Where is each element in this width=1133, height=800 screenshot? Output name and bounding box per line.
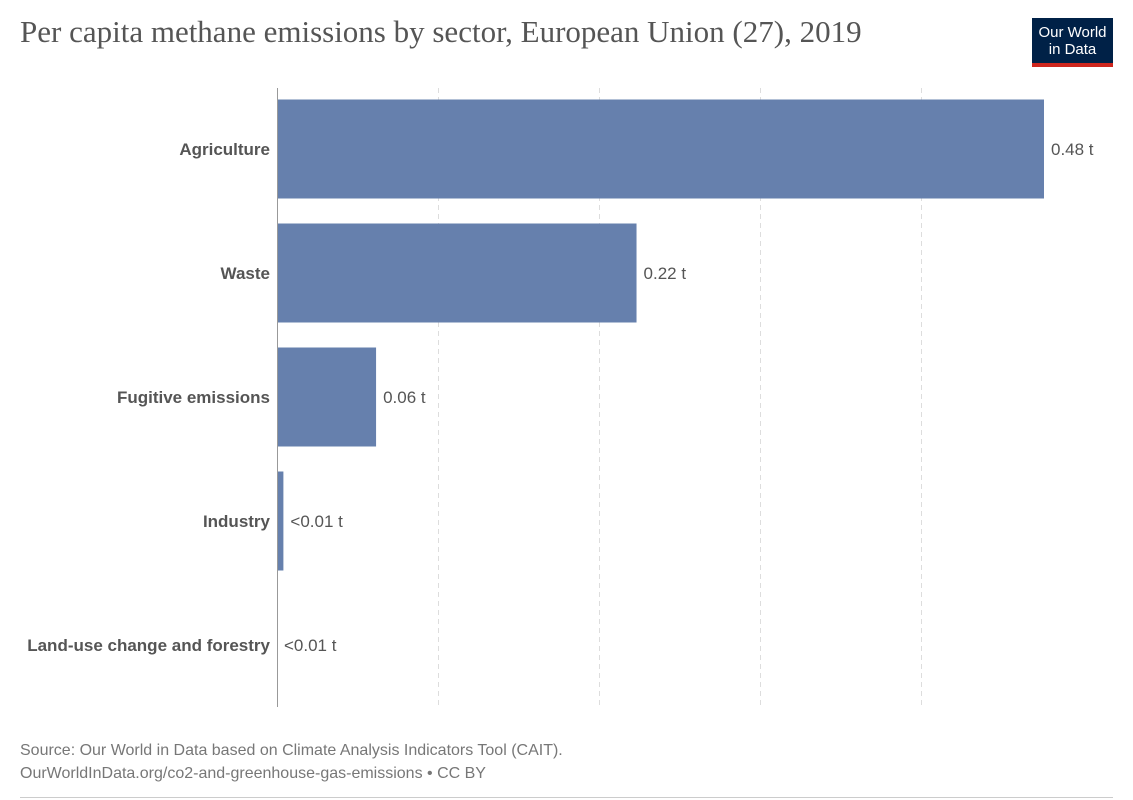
source-note: Source: Our World in Data based on Clima…	[20, 742, 563, 759]
labels: Agriculture 0.48 t Waste 0.22 t Fugitive emi…	[27, 140, 1094, 655]
value-label: 0.48 t	[1051, 140, 1094, 159]
bar-industry[interactable]	[277, 471, 284, 571]
bar-agriculture[interactable]	[277, 99, 1044, 199]
footer: Source: Our World in Data based on Clima…	[20, 739, 563, 785]
value-label: 0.22 t	[644, 264, 687, 283]
category-label: Waste	[221, 264, 270, 283]
category-label: Agriculture	[179, 140, 270, 159]
bar-fugitive-emissions[interactable]	[277, 347, 377, 447]
bar-waste[interactable]	[277, 223, 637, 323]
url-license[interactable]: OurWorldInData.org/co2-and-greenhouse-ga…	[20, 765, 486, 782]
bar-chart: Agriculture 0.48 t Waste 0.22 t Fugitive emi…	[27, 88, 1094, 707]
owid-logo[interactable]: Our World in Data	[1032, 18, 1113, 67]
category-label: Industry	[203, 512, 271, 531]
value-label: 0.06 t	[383, 388, 426, 407]
category-label: Land-use change and forestry	[27, 636, 270, 655]
category-label: Fugitive emissions	[117, 388, 270, 407]
bars	[277, 99, 1044, 571]
value-label: <0.01 t	[290, 512, 343, 531]
logo-line-1: Our World	[1038, 24, 1107, 41]
chart-title: Per capita methane emissions by sector, …	[20, 14, 862, 49]
footer-divider	[20, 797, 1113, 798]
value-label: <0.01 t	[284, 636, 337, 655]
logo-line-2: in Data	[1048, 41, 1097, 58]
